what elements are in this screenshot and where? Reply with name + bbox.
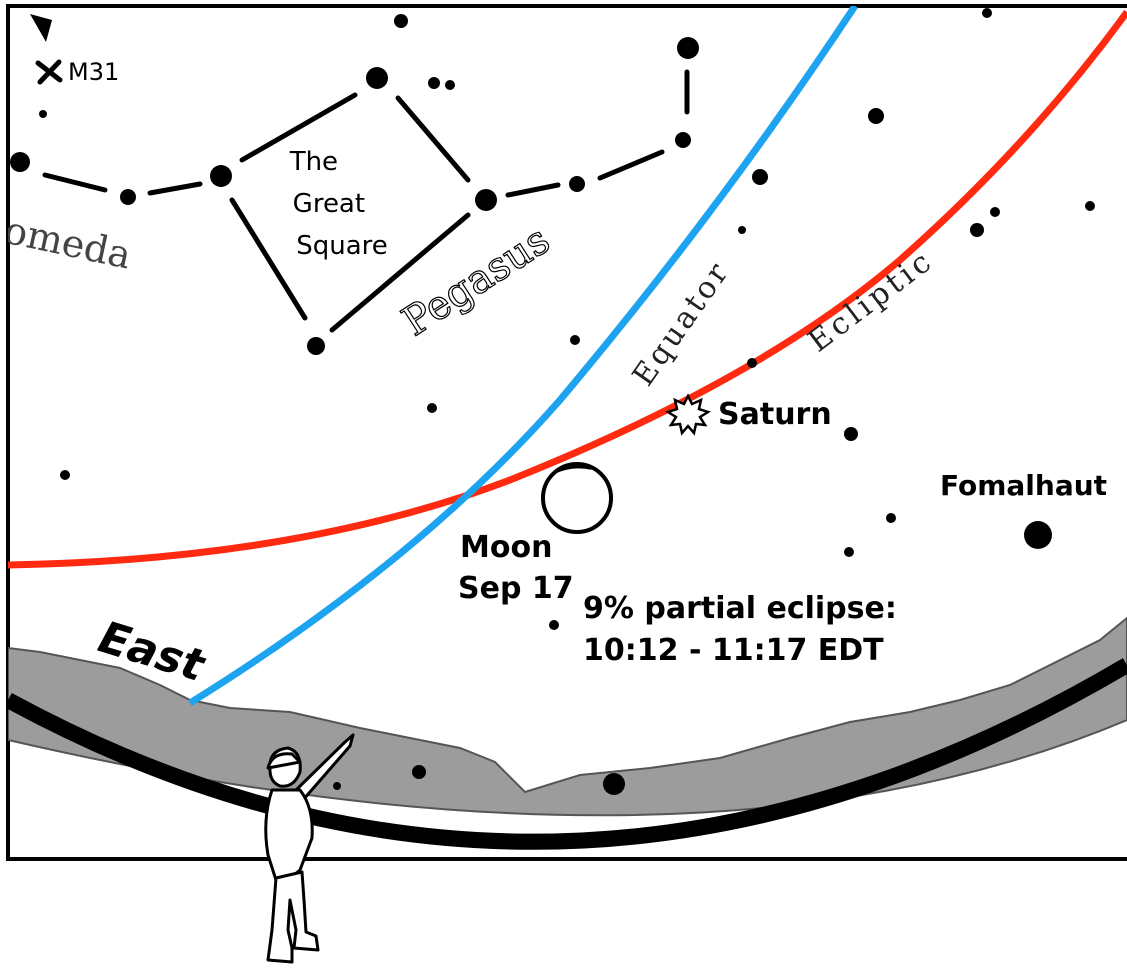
star — [677, 37, 699, 59]
star — [990, 207, 1000, 217]
observer-figure — [264, 733, 355, 964]
star — [120, 189, 136, 205]
star — [333, 782, 341, 790]
stars — [10, 8, 1095, 795]
great-square-line-2: Great — [293, 189, 365, 219]
label-moon: Moon — [460, 530, 552, 565]
star — [10, 152, 30, 172]
star — [569, 176, 585, 192]
observer-cap — [266, 752, 302, 770]
star — [1085, 201, 1095, 211]
star — [844, 427, 858, 441]
label-m31: M31 — [68, 58, 119, 86]
equator-line — [188, 6, 858, 706]
star — [844, 547, 854, 557]
moon-eclipse-shadow — [552, 463, 592, 475]
star — [394, 14, 408, 28]
star — [675, 132, 691, 148]
label-moon-date: Sep 17 — [458, 571, 574, 606]
horizon-arc — [8, 658, 1127, 850]
label-eclipse-line-2: 10:12 - 11:17 EDT — [583, 633, 884, 668]
star — [427, 403, 437, 413]
star — [307, 337, 325, 355]
star — [738, 226, 746, 234]
great-square-line-3: Square — [296, 231, 388, 261]
m31-marker — [35, 59, 63, 85]
label-eclipse-line-1: 9% partial eclipse: — [583, 591, 897, 626]
label-fomalhaut: Fomalhaut — [940, 469, 1107, 502]
label-saturn: Saturn — [718, 397, 832, 432]
star — [886, 513, 896, 523]
label-great-square: The Great Square — [289, 147, 388, 261]
star — [428, 77, 440, 89]
star — [366, 67, 388, 89]
star — [210, 165, 232, 187]
saturn-burst-icon — [665, 393, 711, 436]
star — [475, 189, 497, 211]
star — [39, 110, 47, 118]
arrow-icon — [30, 14, 52, 42]
star — [570, 335, 580, 345]
star — [445, 80, 455, 90]
star — [868, 108, 884, 124]
observer-legs — [266, 870, 320, 964]
star — [982, 8, 992, 18]
great-square-line-1: The — [289, 147, 338, 177]
star — [412, 765, 426, 779]
star — [747, 358, 757, 368]
star-fomalhaut — [1024, 521, 1052, 549]
star — [970, 223, 984, 237]
star — [549, 620, 559, 630]
star — [752, 169, 768, 185]
constellation-lines — [42, 69, 690, 333]
observer-body — [264, 788, 314, 884]
star — [603, 773, 625, 795]
ecliptic-line — [8, 9, 1127, 569]
star — [60, 470, 70, 480]
